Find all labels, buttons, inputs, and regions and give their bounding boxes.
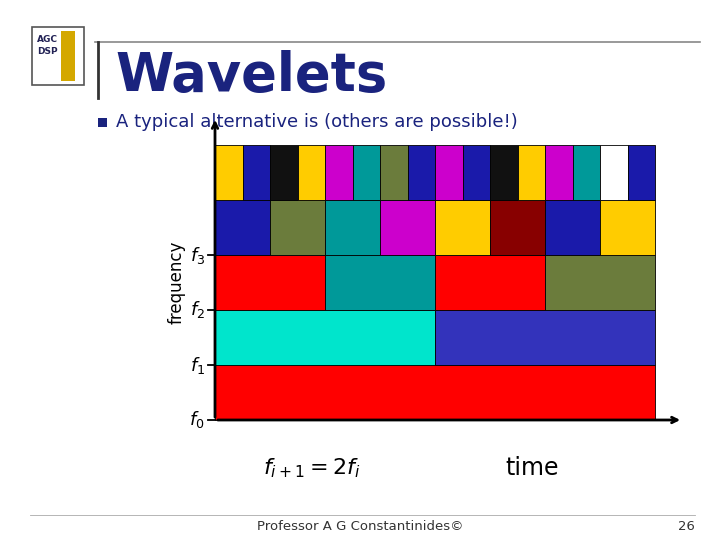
Bar bbox=[600, 200, 655, 255]
Bar bbox=[215, 200, 270, 255]
Bar bbox=[435, 255, 545, 310]
Bar bbox=[462, 145, 490, 200]
Text: frequency: frequency bbox=[168, 241, 186, 324]
Bar bbox=[380, 145, 408, 200]
Text: Professor A G Constantinides©: Professor A G Constantinides© bbox=[257, 519, 463, 532]
Bar bbox=[243, 145, 270, 200]
Bar bbox=[628, 145, 655, 200]
Bar bbox=[572, 145, 600, 200]
Bar bbox=[325, 255, 435, 310]
Bar bbox=[32, 27, 84, 85]
Bar bbox=[215, 255, 325, 310]
Text: $f_1$: $f_1$ bbox=[190, 354, 205, 375]
Text: $f_3$: $f_3$ bbox=[189, 245, 205, 266]
Bar bbox=[380, 200, 435, 255]
Text: $f_0$: $f_0$ bbox=[189, 409, 205, 430]
Bar bbox=[545, 255, 655, 310]
Text: 26: 26 bbox=[678, 519, 695, 532]
Bar bbox=[545, 200, 600, 255]
Bar bbox=[435, 200, 490, 255]
Bar bbox=[408, 145, 435, 200]
Text: time: time bbox=[505, 456, 559, 480]
Text: DSP: DSP bbox=[37, 47, 58, 56]
Bar bbox=[490, 200, 545, 255]
Text: AGC: AGC bbox=[37, 35, 58, 44]
Text: $f_{i+1} = 2f_i$: $f_{i+1} = 2f_i$ bbox=[263, 456, 361, 480]
Bar bbox=[270, 200, 325, 255]
Bar bbox=[215, 365, 655, 420]
Bar bbox=[60, 31, 75, 81]
Bar bbox=[353, 145, 380, 200]
Bar bbox=[325, 200, 380, 255]
Bar bbox=[518, 145, 545, 200]
Bar bbox=[215, 310, 435, 365]
Bar bbox=[325, 145, 353, 200]
Bar bbox=[98, 118, 107, 127]
Bar bbox=[215, 145, 243, 200]
Text: A typical alternative is (others are possible!): A typical alternative is (others are pos… bbox=[116, 113, 518, 131]
Bar bbox=[297, 145, 325, 200]
Bar bbox=[270, 145, 297, 200]
Bar bbox=[545, 145, 572, 200]
Text: Wavelets: Wavelets bbox=[115, 50, 387, 102]
Bar bbox=[490, 145, 518, 200]
Bar bbox=[600, 145, 628, 200]
Bar bbox=[435, 145, 462, 200]
Text: $f_2$: $f_2$ bbox=[190, 300, 205, 321]
Bar bbox=[435, 310, 655, 365]
